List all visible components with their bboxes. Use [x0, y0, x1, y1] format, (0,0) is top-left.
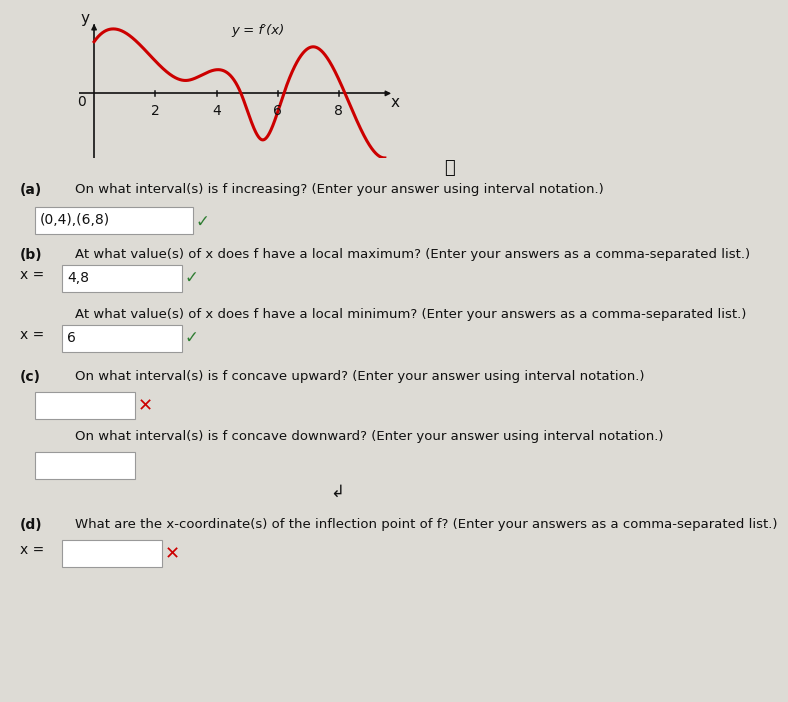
Text: 2: 2: [151, 104, 160, 118]
Text: 6: 6: [273, 104, 282, 118]
Text: On what interval(s) is f concave upward? (Enter your answer using interval notat: On what interval(s) is f concave upward?…: [75, 370, 645, 383]
Text: ⓘ: ⓘ: [444, 159, 455, 177]
Text: 0: 0: [77, 95, 86, 110]
Text: ✓: ✓: [185, 269, 199, 287]
Text: x =: x =: [20, 543, 49, 557]
Text: At what value(s) of x does f have a local maximum? (Enter your answers as a comm: At what value(s) of x does f have a loca…: [75, 248, 750, 261]
Bar: [62, 540, 162, 567]
Text: ✕: ✕: [165, 545, 180, 563]
Bar: [35, 452, 135, 479]
Text: (d): (d): [20, 518, 43, 532]
Text: (b): (b): [20, 248, 43, 262]
Text: What are the x-coordinate(s) of the inflection point of f? (Enter your answers a: What are the x-coordinate(s) of the infl…: [75, 518, 778, 531]
Text: x =: x =: [20, 268, 49, 282]
Bar: [62, 265, 182, 292]
Text: ✓: ✓: [196, 213, 210, 231]
Text: y = f′(x): y = f′(x): [232, 24, 285, 37]
Text: (a): (a): [20, 183, 43, 197]
Text: At what value(s) of x does f have a local minimum? (Enter your answers as a comm: At what value(s) of x does f have a loca…: [75, 308, 746, 321]
Bar: [35, 392, 135, 419]
Text: 8: 8: [334, 104, 344, 118]
Text: x: x: [391, 95, 400, 110]
Bar: [35, 207, 193, 234]
Text: 4,8: 4,8: [67, 272, 89, 286]
Text: ✕: ✕: [138, 397, 153, 415]
Text: On what interval(s) is f concave downward? (Enter your answer using interval not: On what interval(s) is f concave downwar…: [75, 430, 663, 443]
Text: y: y: [80, 11, 89, 26]
Text: ✓: ✓: [185, 329, 199, 347]
Bar: [62, 325, 182, 352]
Text: x =: x =: [20, 328, 49, 342]
Text: (c): (c): [20, 370, 41, 384]
Text: 6: 6: [67, 331, 76, 345]
Text: On what interval(s) is f increasing? (Enter your answer using interval notation.: On what interval(s) is f increasing? (En…: [75, 183, 604, 196]
Text: (0,4),(6,8): (0,4),(6,8): [40, 213, 110, 227]
Text: ↲: ↲: [330, 483, 344, 501]
Text: 4: 4: [212, 104, 221, 118]
